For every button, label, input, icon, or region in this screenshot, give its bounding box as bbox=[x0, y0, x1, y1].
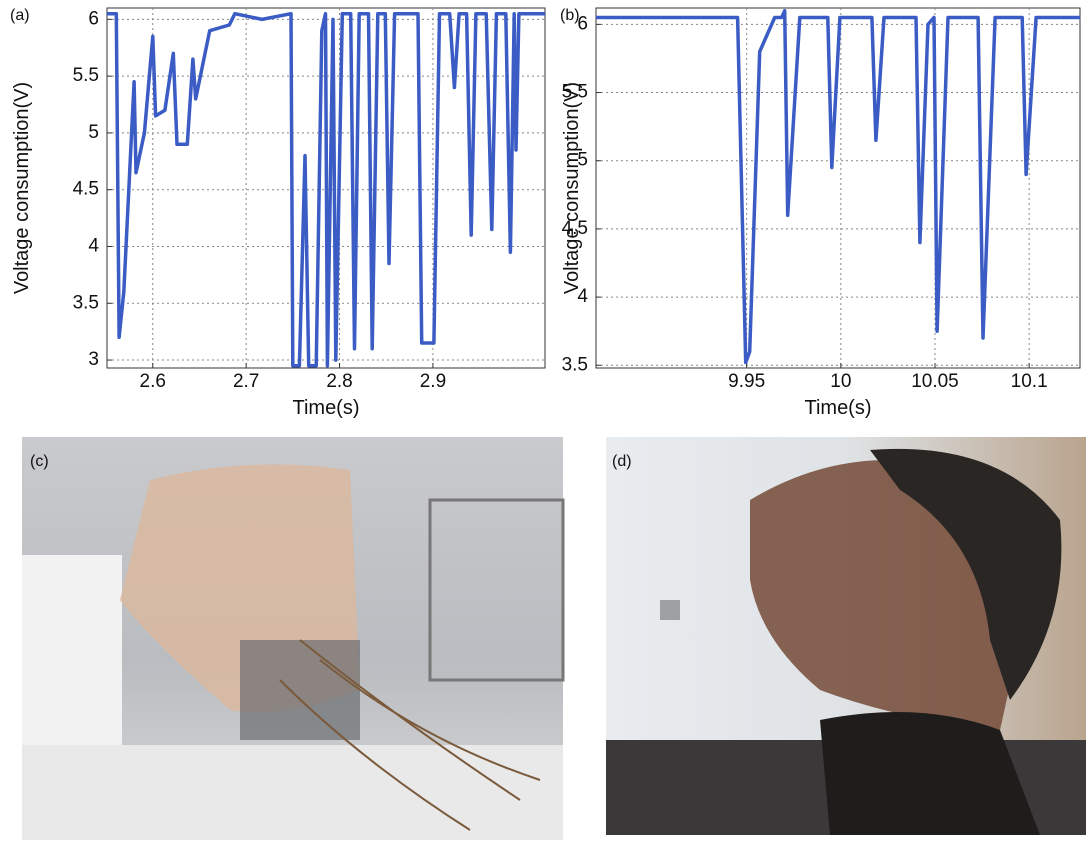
y-tick-label: 5 bbox=[577, 150, 588, 171]
x-tick-label: 2.7 bbox=[233, 371, 259, 392]
x-axis-label: Time(s) bbox=[804, 397, 871, 419]
y-tick-label: 3 bbox=[88, 349, 99, 370]
panel-label: (d) bbox=[612, 453, 632, 470]
x-tick-label: 2.6 bbox=[140, 371, 166, 392]
x-tick-label: 10.05 bbox=[911, 371, 959, 392]
photo-d bbox=[606, 437, 1086, 835]
panel-label: (a) bbox=[10, 7, 30, 24]
y-tick-label: 4 bbox=[577, 286, 588, 307]
y-axis-label: Voltage consumption(V) bbox=[561, 82, 583, 294]
data-line bbox=[107, 11, 545, 368]
y-tick-label: 4 bbox=[88, 236, 99, 257]
y-tick-label: 3.5 bbox=[562, 354, 588, 375]
y-tick-label: 4.5 bbox=[73, 179, 99, 200]
x-tick-label: 2.9 bbox=[420, 371, 446, 392]
y-axis-label: Voltage consumption(V) bbox=[11, 82, 33, 294]
panel-label: (b) bbox=[560, 7, 580, 24]
x-tick-label: 10.1 bbox=[1011, 371, 1048, 392]
data-line bbox=[596, 8, 1081, 365]
y-tick-label: 3.5 bbox=[73, 292, 99, 313]
x-axis-label: Time(s) bbox=[292, 397, 359, 419]
y-tick-label: 5 bbox=[88, 122, 99, 143]
y-tick-label: 5.5 bbox=[562, 82, 588, 103]
y-tick-label: 6 bbox=[577, 13, 588, 34]
x-tick-label: 9.95 bbox=[728, 371, 765, 392]
y-tick-label: 5.5 bbox=[73, 65, 99, 86]
x-tick-label: 10 bbox=[830, 371, 851, 392]
y-tick-label: 6 bbox=[88, 8, 99, 29]
photo-c bbox=[22, 437, 565, 840]
y-tick-label: 4.5 bbox=[562, 218, 588, 239]
x-tick-label: 2.8 bbox=[326, 371, 352, 392]
panel-label: (c) bbox=[30, 453, 49, 470]
